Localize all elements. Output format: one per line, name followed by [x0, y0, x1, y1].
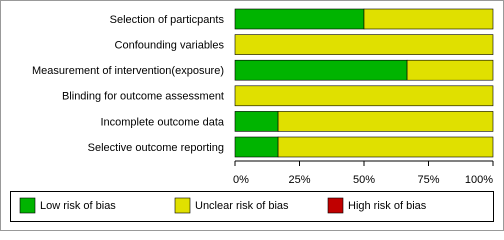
- bar-segment: [234, 85, 494, 107]
- bar-segment: [406, 59, 494, 81]
- category-label: Measurement of intervention(exposure): [32, 65, 224, 77]
- category-label: Selective outcome reporting: [88, 142, 224, 154]
- x-tick-label: 100%: [465, 174, 493, 186]
- legend-label: Unclear risk of bias: [195, 200, 289, 212]
- bar-segment: [277, 111, 494, 132]
- legend-box: [10, 191, 494, 222]
- bar-segment: [234, 136, 279, 158]
- legend-swatch: [19, 197, 36, 214]
- legend-swatch: [327, 197, 344, 214]
- x-tick-label: 0%: [233, 174, 249, 186]
- chart: Selection of particpants Confounding vari…: [0, 0, 504, 231]
- legend-label: Low risk of bias: [40, 200, 116, 212]
- category-label: Selection of particpants: [110, 14, 225, 26]
- category-label: Incomplete outcome data: [100, 116, 224, 128]
- bar-segment: [277, 136, 494, 158]
- bar-segment: [234, 59, 408, 81]
- category-label: Confounding variables: [115, 40, 225, 52]
- legend-swatch: [174, 197, 191, 214]
- x-tick-label: 25%: [288, 174, 310, 186]
- x-tick-label: 75%: [417, 174, 439, 186]
- x-tick-label: 50%: [353, 174, 375, 186]
- bar-segment: [363, 8, 494, 30]
- bar-segment: [234, 8, 365, 30]
- bar-segment: [234, 34, 494, 55]
- bar-segment: [234, 111, 279, 132]
- legend-label: High risk of bias: [348, 200, 427, 212]
- category-label: Blinding for outcome assessment: [62, 91, 224, 103]
